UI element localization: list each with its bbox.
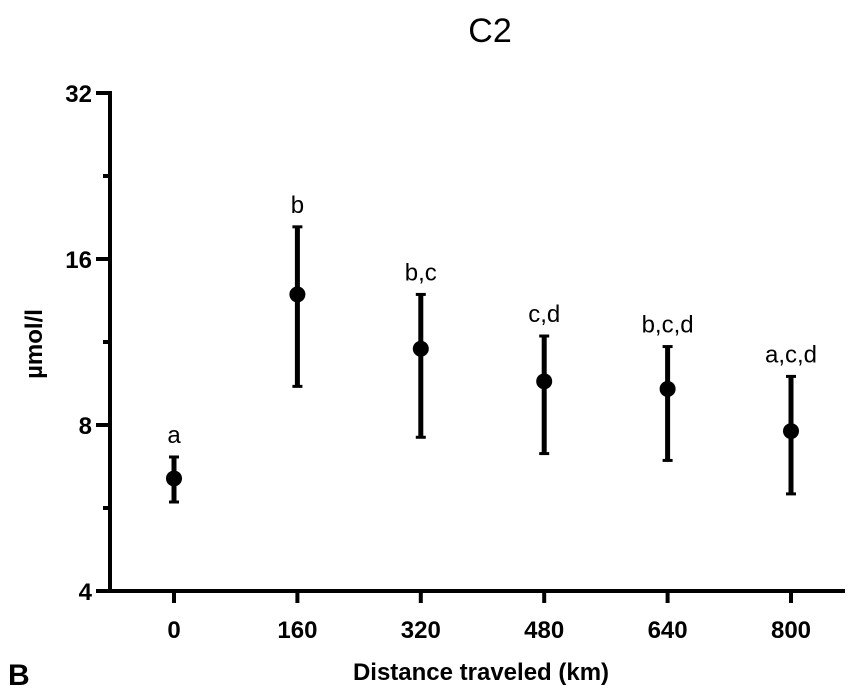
significance-label: b [291, 192, 304, 219]
chart-title: C2 [468, 12, 511, 50]
significance-label: a [167, 422, 181, 449]
x-tick-label: 0 [167, 617, 180, 644]
data-point [536, 373, 553, 390]
data-point [289, 286, 306, 303]
significance-label: b,c,d [642, 312, 694, 339]
y-tick-label: 4 [79, 579, 93, 606]
significance-label: a,c,d [765, 341, 817, 368]
data-point [412, 340, 429, 357]
panel-label: B [8, 659, 30, 692]
x-tick-label: 800 [771, 617, 811, 644]
y-tick-label: 32 [65, 81, 92, 108]
x-tick-label: 480 [524, 617, 564, 644]
data-marks: a b b,c c,d b,c,d a,c,d [166, 192, 817, 504]
data-point [659, 380, 676, 397]
significance-label: c,d [528, 301, 560, 328]
y-tick-label: 8 [79, 413, 92, 440]
x-tick-label: 160 [277, 617, 317, 644]
data-point [783, 423, 799, 440]
significance-label: b,c [405, 259, 437, 286]
x-tick-label: 640 [648, 617, 688, 644]
y-tick-label: 16 [65, 247, 92, 274]
x-tick-label: 320 [401, 617, 441, 644]
data-point [166, 470, 182, 487]
x-axis-label: Distance traveled (km) [353, 659, 609, 686]
y-axis-label: µmol/l [21, 309, 48, 379]
